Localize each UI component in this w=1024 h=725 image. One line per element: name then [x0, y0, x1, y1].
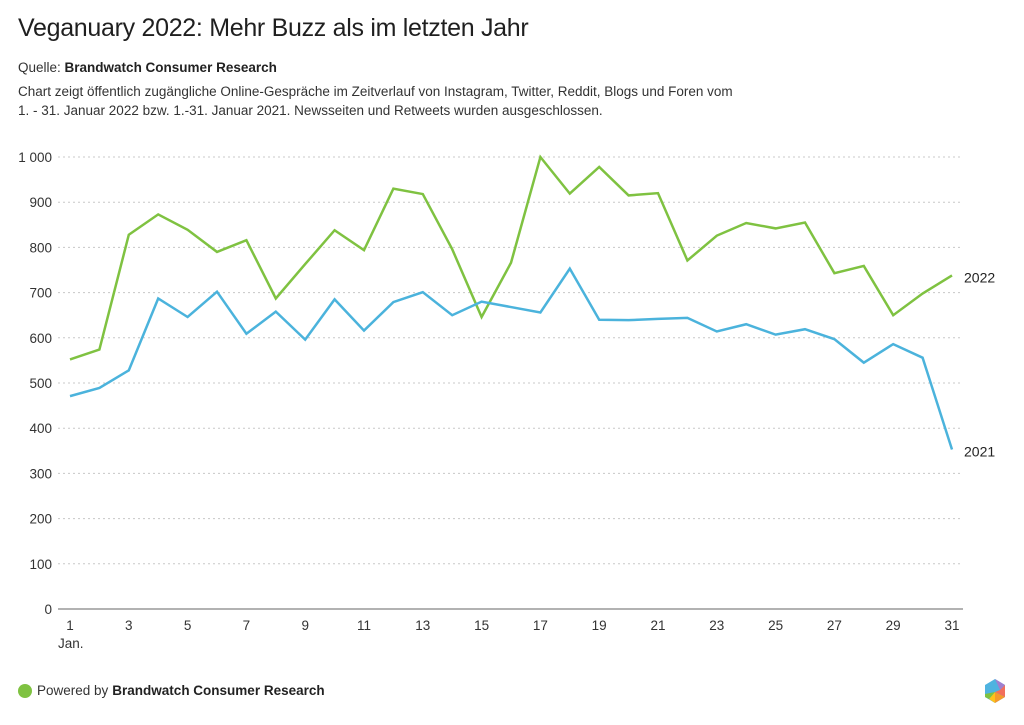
y-tick-label: 800: [29, 240, 52, 255]
series-label-2022: 2022: [964, 269, 995, 285]
y-tick-label: 200: [29, 512, 52, 527]
chart-title: Veganuary 2022: Mehr Buzz als im letzten…: [18, 14, 529, 42]
x-tick-label: 5: [184, 618, 192, 633]
y-tick-label: 900: [29, 195, 52, 210]
x-tick-label: 13: [415, 618, 430, 633]
x-tick-label: 31: [944, 618, 959, 633]
series-labels: 2022 2021: [964, 269, 995, 459]
x-tick-label: 3: [125, 618, 133, 633]
gridlines: [58, 156, 963, 565]
x-tick-label: 29: [886, 618, 901, 633]
y-tick-label: 0: [44, 602, 52, 617]
y-tick-label: 400: [29, 421, 52, 436]
y-tick-label: 300: [29, 466, 52, 481]
chart-description: Chart zeigt öffentlich zugängliche Onlin…: [18, 82, 778, 120]
y-axis-tick-labels: 0 100 200 300 400 500 600 700 800 900 1 000: [18, 150, 52, 617]
x-axis-sublabel: Jan.: [58, 636, 84, 651]
source-line: Quelle: Brandwatch Consumer Research: [18, 60, 277, 75]
series-line-2022: [69, 154, 953, 361]
x-tick-label: 17: [533, 618, 548, 633]
brandwatch-logo-icon: [985, 679, 1005, 703]
series-lines: [69, 154, 954, 450]
x-tick-label: 1: [66, 618, 74, 633]
x-tick-label: 27: [827, 618, 842, 633]
powered-by-label: Powered by: [37, 683, 109, 698]
description-line-2: 1. - 31. Januar 2022 bzw. 1.-31. Januar …: [18, 103, 603, 118]
series-line-2021: [69, 266, 954, 450]
y-tick-label: 700: [29, 286, 52, 301]
x-tick-label: 23: [709, 618, 724, 633]
y-tick-label: 600: [29, 331, 52, 346]
source-name: Brandwatch Consumer Research: [64, 60, 277, 75]
x-tick-label: 15: [474, 618, 489, 633]
x-tick-label: 19: [592, 618, 607, 633]
brand-dot-icon: [18, 683, 32, 698]
y-tick-label: 500: [29, 376, 52, 391]
source-label: Quelle:: [18, 60, 61, 75]
x-tick-label: 7: [243, 618, 251, 633]
x-tick-label: 25: [768, 618, 783, 633]
series-label-2021: 2021: [964, 443, 995, 459]
description-line-1: Chart zeigt öffentlich zugängliche Onlin…: [18, 84, 733, 99]
powered-by-brand: Brandwatch Consumer Research: [112, 683, 325, 698]
y-tick-label: 1 000: [18, 150, 52, 165]
x-tick-label: 21: [650, 618, 665, 633]
footer: Powered by Brandwatch Consumer Research: [18, 683, 325, 698]
x-tick-label: 9: [301, 618, 309, 633]
x-tick-label: 11: [357, 618, 371, 633]
y-tick-label: 100: [29, 557, 52, 572]
